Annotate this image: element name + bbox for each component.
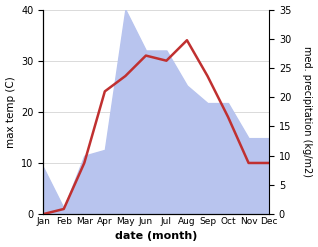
Y-axis label: med. precipitation (kg/m2): med. precipitation (kg/m2) [302,46,313,177]
X-axis label: date (month): date (month) [115,231,197,242]
Y-axis label: max temp (C): max temp (C) [5,76,16,148]
